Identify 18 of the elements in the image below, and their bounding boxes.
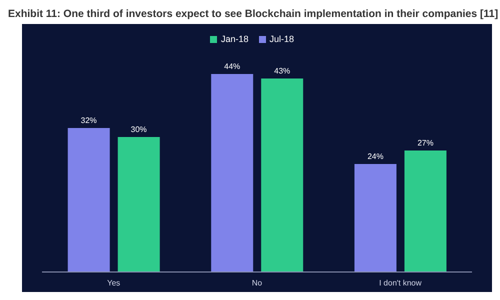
bar — [404, 150, 446, 272]
data-label: 30% — [130, 125, 147, 134]
bar — [354, 164, 396, 272]
x-tick-label: No — [252, 278, 263, 288]
x-tick-label: I don't know — [379, 278, 422, 288]
bar — [118, 137, 160, 272]
x-tick-label: Yes — [107, 278, 120, 288]
data-label: 44% — [224, 62, 240, 71]
bar — [261, 78, 304, 272]
data-label: 27% — [417, 138, 434, 148]
data-label: 43% — [274, 66, 290, 76]
bar — [68, 128, 110, 272]
legend-label: Jul-18 — [270, 34, 294, 44]
bar — [211, 74, 254, 272]
legend-label: Jan-18 — [220, 34, 248, 44]
chart-title: Exhibit 11: One third of investors expect to see Blockchain implementation in their companies [11] — [8, 8, 498, 22]
data-label: 24% — [367, 152, 384, 161]
data-label: 32% — [80, 116, 97, 125]
